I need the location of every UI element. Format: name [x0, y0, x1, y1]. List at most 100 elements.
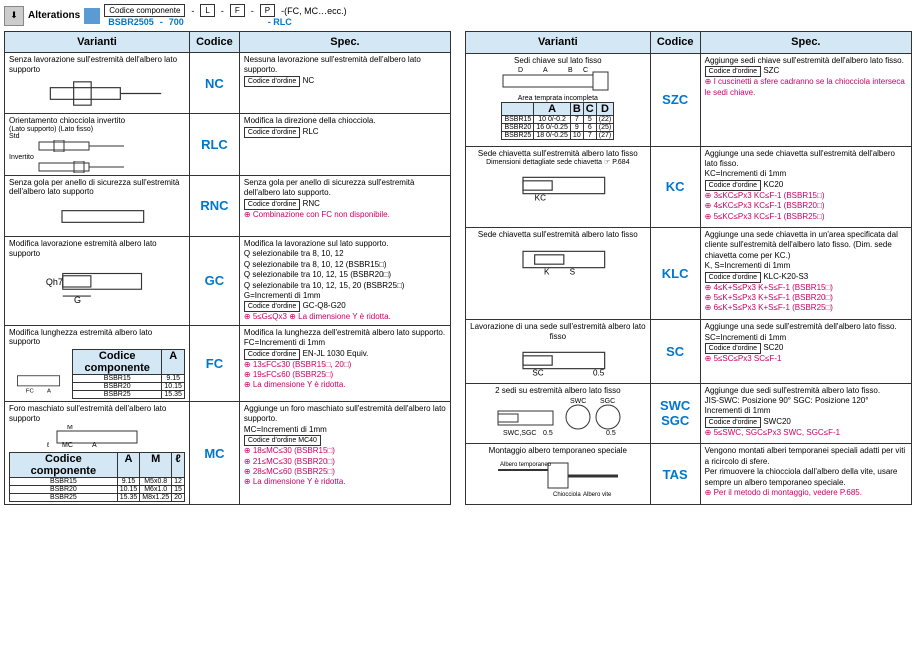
dash: - [221, 6, 224, 16]
note: 5≤G≤Qx3 [244, 312, 287, 321]
spec-text: Senza gola per anello di sicurezza sull'… [244, 178, 446, 199]
row-title: Lavorazione di una sede sull'estremità a… [470, 322, 646, 341]
note-text: Per il metodo di montaggio, vedere P.685… [714, 488, 862, 497]
spec-l1: Q selezionabile tra 8, 10, 12 [244, 249, 446, 259]
note0: 4≤K+S≤Px3 K+S≤F-1 (BSBR15□) [705, 283, 907, 293]
row-title: Modifica lunghezza estremità albero lato… [9, 328, 185, 347]
svg-text:A: A [92, 442, 97, 449]
ordine-val: KC20 [763, 180, 783, 189]
ordine-val: RLC [303, 127, 319, 136]
mc: BSBR20 [10, 486, 118, 494]
note1: 21≤MC≤30 (BSBR20□) [244, 457, 446, 467]
th-varianti: Varianti [466, 32, 651, 54]
svg-text:SWC: SWC [570, 398, 586, 405]
note1: 5≤K+S≤Px3 K+S≤F-1 (BSBR20□) [705, 293, 907, 303]
left-table: Varianti Codice Spec. Senza lavorazione … [4, 31, 451, 505]
svg-text:Albero temporaneo: Albero temporaneo [500, 462, 552, 468]
svg-text:K: K [544, 267, 550, 276]
mini-table: Codice componenteAMℓ BSBR159.15M5x0.812 … [9, 452, 185, 502]
spec-text: Aggiunge una sede chiavetta in un'area s… [705, 230, 907, 261]
diagram: ℓMCAM [9, 425, 185, 450]
row-title: Senza lavorazione sull'estremità dell'al… [9, 55, 185, 74]
spec-l2: Q selezionabile tra 8, 10, 12 (BSBR15□) [244, 260, 446, 270]
mc: 12 [172, 478, 185, 486]
mc: 9.15 [117, 478, 140, 486]
svg-text:0.5: 0.5 [593, 369, 605, 378]
label-inv: Invertito [9, 154, 185, 161]
val-700: 700 [169, 17, 184, 27]
spec-text: Modifica la direzione della chiocciola. [244, 116, 446, 126]
code-value: BSBR2505 [108, 17, 154, 27]
mc: (27) [596, 132, 613, 140]
mini-table: Codice componenteA BSBR159.15 BSBR2010.1… [72, 349, 185, 399]
inc: MC=Incrementi di 1mm [244, 425, 446, 435]
svg-text:ℓ: ℓ [46, 442, 50, 449]
mc: 10.15 [117, 486, 140, 494]
note0: 18≤MC≤30 (BSBR15□) [244, 446, 446, 456]
mc: 15 [172, 486, 185, 494]
spec-l3: Q selezionabile tra 10, 12, 15 (BSBR20□) [244, 270, 446, 280]
svg-text:SGC: SGC [600, 398, 615, 405]
spec-text: Nessuna lavorazione sull'estremità dell'… [244, 55, 446, 76]
diagram: Albero temporaneoChiocciolaAlbero vite [470, 458, 646, 500]
inc: KC=Incrementi di 1mm [705, 169, 907, 179]
note3: La dimensione Y è ridotta. [244, 477, 446, 487]
codice-cell: FC [189, 325, 239, 401]
l0: JIS-SWC: Posizione 90° SGC: Posizione 12… [705, 396, 907, 406]
th-spec: Spec. [700, 32, 911, 54]
svg-text:KC: KC [534, 194, 545, 203]
codice-cell: SWC SGC [650, 383, 700, 444]
svg-text:C: C [583, 67, 588, 74]
row-sub: (Lato supporto) (Lato fisso) [9, 126, 185, 133]
mh: M [140, 453, 172, 478]
mh: Codice componente [73, 349, 162, 374]
mc: BSBR15 [502, 116, 534, 124]
spec-l0: Modifica la lunghezza dell'estremità alb… [244, 328, 446, 338]
codice-cell: MC [189, 401, 239, 504]
alterations-label: Alterations [28, 10, 80, 21]
svg-text:MC: MC [62, 442, 73, 449]
row-title: Sede chiavetta sull'estremità albero lat… [470, 230, 646, 240]
mc: 15.35 [162, 390, 185, 398]
note2: La dimensione Y è ridotta. [244, 380, 446, 390]
svg-text:FC: FC [26, 388, 35, 394]
line2: Per rimuovere la chiocciola dall'albero … [705, 467, 907, 488]
codice-ordine-label: Codice d'ordine [705, 417, 761, 428]
note1: 19≤FC≤60 (BSBR25□) [244, 370, 446, 380]
svg-text:A: A [543, 67, 548, 74]
row-title: Senza gola per anello di sicurezza sull'… [9, 178, 185, 197]
mc: 15.35 [117, 494, 140, 502]
ordine-val: SZC [763, 66, 779, 75]
spec-l4: Q selezionabile tra 10, 12, 15, 20 (BSBR… [244, 281, 446, 291]
codice-cell: KLC [650, 228, 700, 320]
alterations-icon: ⬇ [4, 6, 24, 26]
ordine-val: NC [303, 76, 315, 85]
mc: 16 0/-0.25 [534, 124, 571, 132]
codice-ordine-label: Codice d'ordine [705, 180, 761, 191]
mc: (22) [596, 116, 613, 124]
codice-ordine-label: Codice d'ordine [244, 349, 300, 360]
diagram: SWC,SGC0.5SWCSGC0.5 [470, 397, 646, 439]
mc: 18 0/-0.25 [534, 132, 571, 140]
mh: ℓ [172, 453, 185, 478]
dash: - [160, 17, 163, 27]
mc: 10 0/-0.2 [534, 116, 571, 124]
ordine-val: Codice d'ordine MC40 [244, 435, 321, 446]
codice-ordine-label: Codice d'ordine [244, 199, 300, 210]
th-codice: Codice [650, 32, 700, 54]
rlc-suffix: - RLC [268, 17, 292, 27]
codice-ordine-label: Codice d'ordine [244, 127, 300, 138]
mc: (25) [596, 124, 613, 132]
note1: 4≤KC≤Px3 KC≤F-1 (BSBR20□) [705, 201, 907, 211]
svg-text:0.5: 0.5 [606, 430, 616, 437]
mc: BSBR15 [10, 478, 118, 486]
mc: 9 [570, 124, 583, 132]
note0: 3≤KC≤Px3 KC≤F-1 (BSBR15□) [705, 191, 907, 201]
svg-text:0.5: 0.5 [543, 430, 553, 437]
ordine-val: SWC20 [763, 417, 791, 426]
ordine-val: SC20 [763, 343, 783, 352]
row-title: Sedi chiave sul lato fisso [470, 56, 646, 66]
codice-cell: SC [650, 320, 700, 383]
diagram: SC0.5 [470, 343, 646, 378]
note: Per il metodo di montaggio, vedere P.685… [705, 488, 907, 498]
